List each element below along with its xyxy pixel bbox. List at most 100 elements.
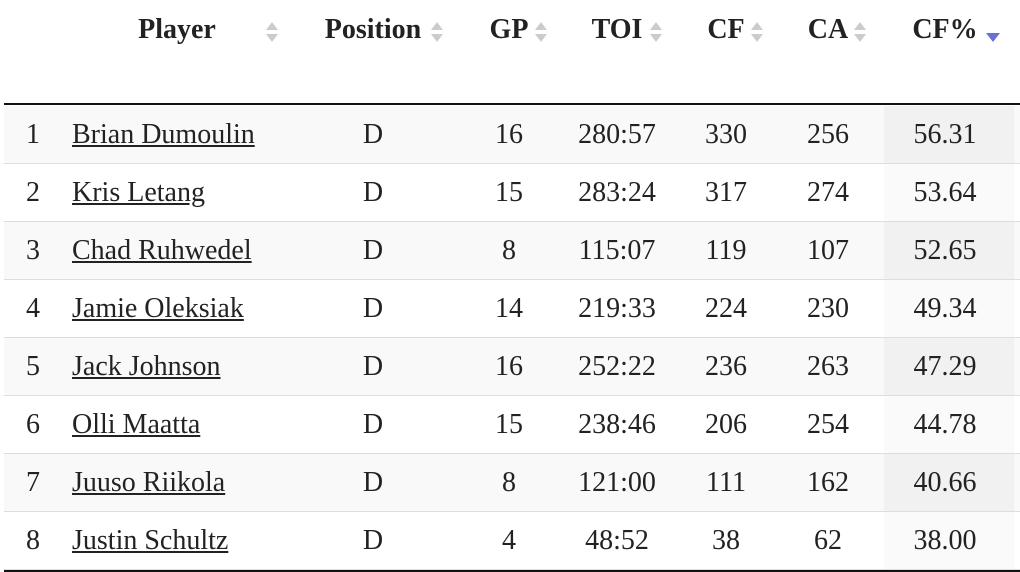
stat-cell: 44.78: [913, 409, 977, 440]
stat-cell: 119: [705, 235, 747, 266]
column-header[interactable]: GP: [489, 14, 529, 45]
player-link[interactable]: Chad Ruhwedel: [72, 235, 252, 266]
rank-cell: 3: [26, 235, 40, 266]
player-cell: Juuso Riikola: [72, 454, 225, 512]
stat-cell: 16: [495, 351, 523, 382]
stat-cell: 330: [705, 119, 747, 150]
stat-cell: 274: [807, 177, 849, 208]
player-link[interactable]: Justin Schultz: [72, 525, 229, 556]
stat-cell: 263: [807, 351, 849, 382]
table-row: 5 Jack Johnson D 16 252:22 236 263 47.29: [4, 338, 1020, 396]
stat-cell: 236: [705, 351, 747, 382]
rank-cell: 2: [26, 177, 40, 208]
sorted-column-shade: [884, 222, 1014, 279]
header-border: [4, 103, 1020, 105]
sorted-column-shade: [884, 512, 1014, 569]
column-header[interactable]: TOI: [591, 14, 643, 45]
player-cell: Jack Johnson: [72, 338, 221, 396]
stat-cell: 14: [495, 293, 523, 324]
player-link[interactable]: Jack Johnson: [72, 351, 221, 382]
sorted-column-shade: [884, 280, 1014, 337]
stat-cell: 317: [705, 177, 747, 208]
stat-cell: D: [362, 119, 384, 150]
stat-cell: 252:22: [578, 351, 656, 382]
rank-cell: 6: [26, 409, 40, 440]
stat-cell: 53.64: [913, 177, 977, 208]
player-cell: Chad Ruhwedel: [72, 222, 252, 280]
stat-cell: 62: [814, 525, 842, 556]
player-cell: Justin Schultz: [72, 512, 228, 570]
stat-cell: 121:00: [578, 467, 656, 498]
stat-cell: 48:52: [585, 525, 649, 556]
player-link[interactable]: Kris Letang: [72, 177, 205, 208]
stat-cell: 280:57: [578, 119, 656, 150]
sorted-column-shade: [884, 106, 1014, 163]
player-link[interactable]: Jamie Oleksiak: [72, 293, 244, 324]
table-row: 4 Jamie Oleksiak D 14 219:33 224 230 49.34: [4, 280, 1020, 338]
stat-cell: D: [362, 467, 384, 498]
stat-cell: 206: [705, 409, 747, 440]
table-row: 8 Justin Schultz D 4 48:52 38 62 38.00: [4, 512, 1020, 570]
player-cell: Brian Dumoulin: [72, 106, 255, 164]
player-link[interactable]: Olli Maatta: [72, 409, 201, 440]
sort-icon[interactable]: [749, 18, 765, 48]
stat-cell: 8: [502, 467, 516, 498]
player-link[interactable]: Juuso Riikola: [72, 467, 226, 498]
stat-cell: 15: [495, 409, 523, 440]
sort-icon[interactable]: [264, 18, 280, 48]
player-cell: Olli Maatta: [72, 396, 200, 454]
rank-cell: 4: [26, 293, 40, 324]
stat-cell: 8: [502, 235, 516, 266]
stat-cell: 219:33: [578, 293, 656, 324]
stat-cell: 256: [807, 119, 849, 150]
stat-cell: 224: [705, 293, 747, 324]
stat-cell: D: [362, 351, 384, 382]
table-row: 3 Chad Ruhwedel D 8 115:07 119 107 52.65: [4, 222, 1020, 280]
table-row: 2 Kris Letang D 15 283:24 317 274 53.64: [4, 164, 1020, 222]
column-header[interactable]: CF: [707, 14, 745, 45]
stat-cell: D: [362, 235, 384, 266]
stat-cell: 238:46: [578, 409, 656, 440]
rank-cell: 7: [26, 467, 40, 498]
stat-cell: D: [362, 409, 384, 440]
sorted-column-shade: [884, 338, 1014, 395]
stat-cell: D: [362, 525, 384, 556]
stat-cell: 283:24: [578, 177, 656, 208]
column-header[interactable]: Position: [324, 14, 422, 45]
sort-icon[interactable]: [533, 18, 549, 48]
stat-cell: 15: [495, 177, 523, 208]
stat-cell: 40.66: [913, 467, 977, 498]
column-header[interactable]: CA: [807, 14, 849, 45]
column-header[interactable]: Player: [138, 14, 216, 45]
stat-cell: 162: [807, 467, 849, 498]
stat-cell: 38.00: [913, 525, 977, 556]
stat-cell: 4: [502, 525, 516, 556]
sort-icon[interactable]: [985, 18, 1001, 48]
player-cell: Jamie Oleksiak: [72, 280, 244, 338]
player-link[interactable]: Brian Dumoulin: [72, 119, 255, 150]
sort-icon[interactable]: [429, 18, 445, 48]
sort-icon[interactable]: [648, 18, 664, 48]
table-row: 1 Brian Dumoulin D 16 280:57 330 256 56.31: [4, 106, 1020, 164]
column-header[interactable]: CF%: [912, 14, 978, 45]
stat-cell: 107: [807, 235, 849, 266]
table-bottom-border: [4, 570, 1020, 572]
rank-cell: 5: [26, 351, 40, 382]
sort-icon[interactable]: [852, 18, 868, 48]
stat-cell: 111: [706, 467, 746, 498]
table-row: 6 Olli Maatta D 15 238:46 206 254 44.78: [4, 396, 1020, 454]
stat-cell: 254: [807, 409, 849, 440]
sorted-column-shade: [884, 164, 1014, 221]
stat-cell: 38: [712, 525, 740, 556]
stat-cell: 47.29: [913, 351, 977, 382]
player-cell: Kris Letang: [72, 164, 205, 222]
stat-cell: 52.65: [913, 235, 977, 266]
stat-cell: 16: [495, 119, 523, 150]
table-row: 7 Juuso Riikola D 8 121:00 111 162 40.66: [4, 454, 1020, 512]
rank-cell: 8: [26, 525, 40, 556]
rank-cell: 1: [26, 119, 40, 150]
sorted-column-shade: [884, 454, 1014, 511]
stat-cell: D: [362, 293, 384, 324]
stat-cell: 49.34: [913, 293, 977, 324]
stat-cell: 56.31: [913, 119, 977, 150]
